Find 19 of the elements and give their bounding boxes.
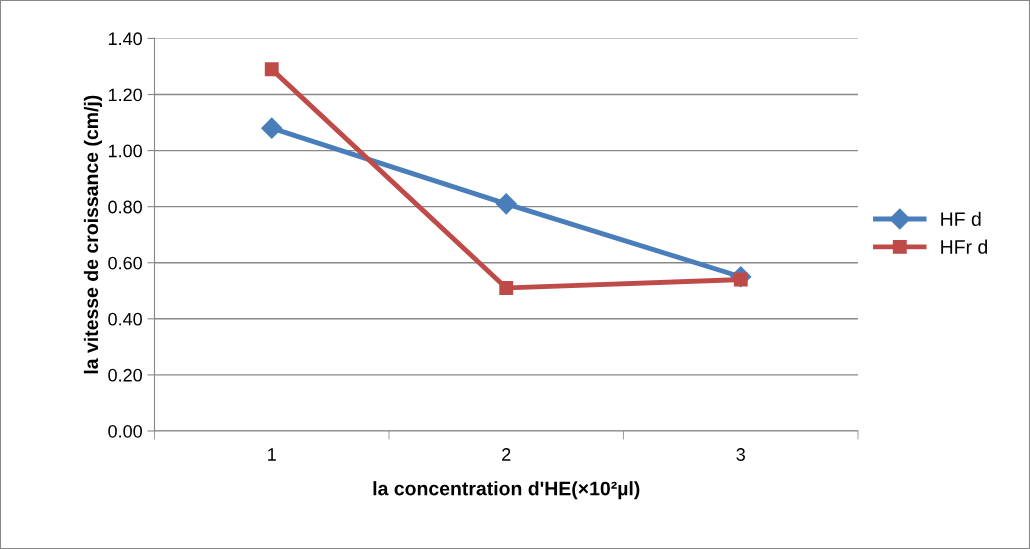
- x-tick-label: 1: [268, 448, 276, 461]
- y-axis-title: la vitesse de croissance (cm/j): [83, 95, 102, 374]
- y-tick-label: 0.00: [108, 424, 142, 438]
- x-tick-label: 2: [502, 448, 511, 461]
- y-tick-label: 0.40: [108, 312, 142, 326]
- point: [495, 193, 517, 215]
- y-tick-label: 0.20: [108, 368, 142, 382]
- y-tick-label: 1.40: [108, 32, 142, 46]
- point: [264, 62, 279, 77]
- legend-label: HFr d: [941, 239, 988, 254]
- point: [499, 281, 514, 295]
- point: [261, 117, 283, 139]
- x-tick-label: 3: [736, 448, 745, 461]
- y-tick-label: 1.20: [108, 88, 142, 102]
- legend-label: HF d: [941, 211, 981, 226]
- x-axis-title: la concentration d'HE(×10²µl): [373, 481, 640, 500]
- y-tick-label: 0.60: [108, 256, 142, 270]
- y-tick-label: 1.00: [108, 144, 142, 158]
- y-tick-label: 0.80: [108, 200, 142, 214]
